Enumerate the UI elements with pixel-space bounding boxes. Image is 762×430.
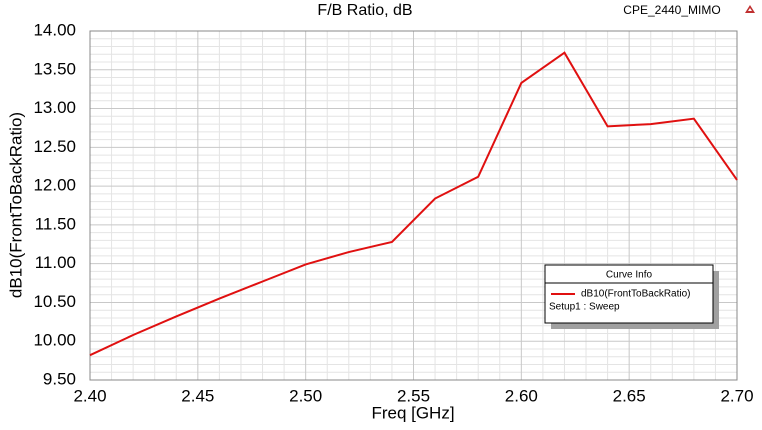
y-tick-label: 12.00 [33,176,76,195]
y-tick-label: 10.00 [33,331,76,350]
corner-icon [745,5,755,13]
y-tick-label: 13.50 [33,59,76,78]
y-tick-label: 12.50 [33,137,76,156]
y-tick-label: 13.00 [33,98,76,117]
x-axis-label: Freq [GHz] [371,403,454,422]
y-axis-label: dB10(FrontToBackRatio) [6,112,25,298]
y-tick-label: 11.00 [35,253,76,272]
x-tick-label: 2.45 [181,386,214,405]
x-tick-label: 2.50 [289,386,322,405]
data-line [89,51,738,357]
legend-label: dB10(FrontToBackRatio) [581,289,691,300]
legend-title: Curve Info [606,270,653,281]
y-tick-label: 10.50 [33,292,76,311]
legend-sweep: Setup1 : Sweep [549,302,620,313]
x-tick-label: 2.55 [397,386,430,405]
chart-title: F/B Ratio, dB [317,2,412,19]
x-tick-label: 2.40 [73,386,106,405]
x-tick-label: 2.70 [720,386,753,405]
x-tick-label: 2.60 [505,386,538,405]
plot-frame [89,30,738,381]
y-tick-label: 9.50 [43,369,76,388]
y-tick-label: 11.50 [35,214,76,233]
x-tick-label: 2.65 [613,386,646,405]
y-tick-label: 14.00 [33,20,76,39]
project-name: CPE_2440_MIMO [623,3,720,17]
